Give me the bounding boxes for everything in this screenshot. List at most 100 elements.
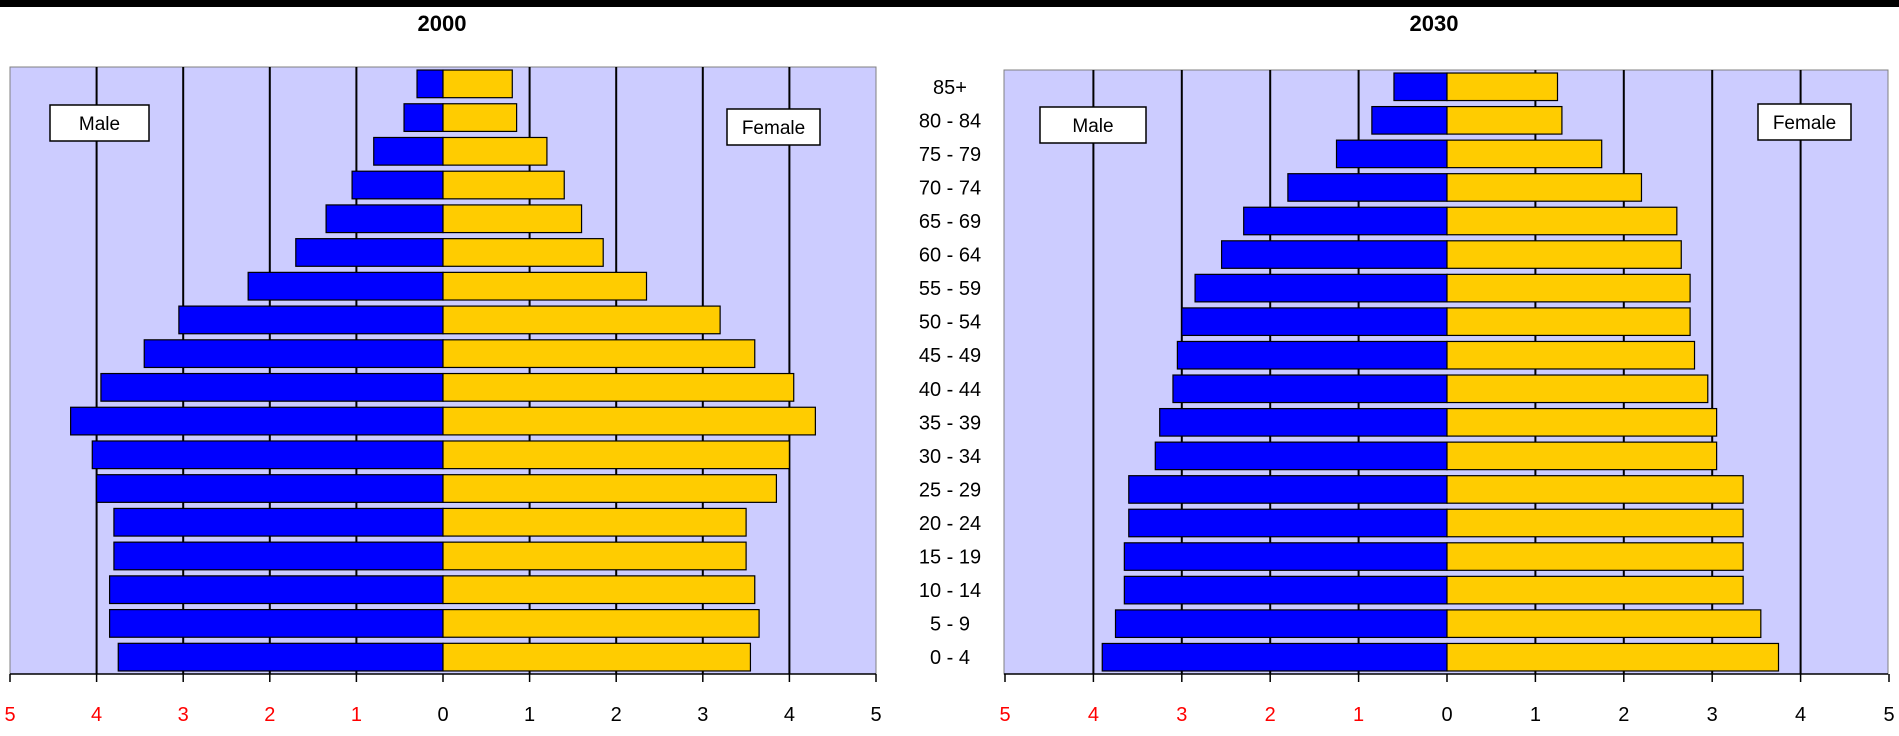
- bar-male-2030: [1181, 307, 1448, 337]
- bar-male-2000: [416, 69, 444, 99]
- bar-male-2030: [1176, 340, 1448, 370]
- bar-female-2000: [442, 136, 548, 166]
- x-tick-label-right-2000: 0: [437, 704, 448, 726]
- bar-female-2000: [442, 339, 756, 369]
- x-tick-label-left-2000: 5: [4, 704, 15, 726]
- bar-female-2030: [1446, 441, 1718, 471]
- x-tick-label-right-2030: 4: [1795, 704, 1806, 726]
- bar-male-2000: [373, 136, 444, 166]
- bar-female-2000: [442, 103, 518, 133]
- bar-female-2030: [1446, 407, 1718, 437]
- category-label: 35 - 39: [919, 412, 981, 434]
- bar-male-2030: [1128, 475, 1448, 504]
- category-label: 30 - 34: [919, 446, 981, 468]
- bar-male-2030: [1194, 273, 1448, 303]
- bar-female-2000: [442, 170, 565, 200]
- category-label: 70 - 74: [919, 177, 981, 199]
- category-label: 15 - 19: [919, 547, 981, 569]
- x-tick-label-left-2030: 3: [1176, 704, 1187, 726]
- bar-female-2000: [442, 305, 721, 335]
- bar-male-2030: [1220, 240, 1448, 269]
- category-label: 10 - 14: [919, 580, 981, 602]
- category-label: 50 - 54: [919, 312, 981, 334]
- bar-female-2030: [1446, 374, 1709, 404]
- category-label: 25 - 29: [919, 479, 981, 501]
- x-tick-label-right-2030: 2: [1618, 704, 1629, 726]
- bar-female-2030: [1446, 609, 1762, 639]
- legend-box-male-2030: [1039, 106, 1147, 144]
- bar-male-2030: [1393, 72, 1448, 102]
- bar-male-2030: [1123, 575, 1448, 605]
- x-tick-label-left-2030: 4: [1088, 704, 1099, 726]
- bar-male-2030: [1371, 105, 1448, 135]
- category-label: 20 - 24: [919, 513, 981, 535]
- bar-male-2030: [1287, 173, 1448, 202]
- legend-box-female-2030: [1757, 103, 1852, 141]
- bar-female-2030: [1446, 240, 1682, 269]
- x-tick-label-right-2030: 3: [1707, 704, 1718, 726]
- bar-female-2030: [1446, 307, 1691, 337]
- bar-male-2000: [403, 103, 444, 133]
- bar-female-2030: [1446, 206, 1678, 236]
- bar-male-2000: [143, 339, 444, 369]
- x-tick-label-right-2000: 3: [697, 704, 708, 726]
- bar-female-2000: [442, 608, 760, 638]
- x-tick-label-right-2030: 5: [1883, 704, 1894, 726]
- bar-male-2000: [247, 271, 444, 301]
- bar-female-2030: [1446, 475, 1744, 504]
- bar-female-2030: [1446, 542, 1744, 571]
- chart-title-2000: 2000: [418, 11, 467, 36]
- bar-female-2000: [442, 474, 778, 503]
- category-label: 40 - 44: [919, 379, 981, 401]
- category-label: 45 - 49: [919, 345, 981, 367]
- bar-male-2000: [108, 608, 444, 638]
- bar-male-2030: [1114, 609, 1448, 639]
- bar-female-2000: [442, 204, 583, 234]
- bar-female-2000: [442, 69, 513, 99]
- x-tick-label-left-2030: 1: [1353, 704, 1364, 726]
- category-label: 60 - 64: [919, 245, 981, 267]
- bar-male-2000: [70, 406, 444, 436]
- bar-male-2030: [1101, 642, 1448, 672]
- plot-area-2000: [9, 66, 877, 675]
- plot-area-2030: [1003, 69, 1889, 675]
- x-tick-label-right-2030: 0: [1441, 704, 1452, 726]
- bar-female-2000: [442, 406, 816, 436]
- bar-male-2030: [1172, 374, 1448, 404]
- bar-male-2030: [1154, 441, 1448, 471]
- bar-female-2000: [442, 541, 747, 571]
- category-label: 5 - 9: [930, 614, 970, 636]
- bar-female-2030: [1446, 575, 1744, 605]
- bar-female-2000: [442, 440, 790, 470]
- x-tick-label-left-2030: 5: [999, 704, 1010, 726]
- category-label: 75 - 79: [919, 144, 981, 166]
- category-label: 65 - 69: [919, 211, 981, 233]
- bar-female-2000: [442, 238, 604, 267]
- bar-female-2030: [1446, 72, 1559, 102]
- category-label: 80 - 84: [919, 110, 981, 132]
- category-label: 55 - 59: [919, 278, 981, 300]
- bar-female-2030: [1446, 273, 1691, 303]
- x-tick-label-right-2030: 1: [1530, 704, 1541, 726]
- x-tick-label-left-2000: 2: [264, 704, 275, 726]
- bar-male-2000: [178, 305, 444, 335]
- x-tick-label-right-2000: 2: [611, 704, 622, 726]
- bar-female-2000: [442, 642, 752, 672]
- category-label: 85+: [933, 77, 967, 99]
- bar-female-2000: [442, 271, 648, 301]
- bar-female-2000: [442, 372, 795, 402]
- category-label: 0 - 4: [930, 647, 970, 669]
- bar-male-2000: [113, 507, 444, 537]
- x-tick-label-left-2030: 2: [1265, 704, 1276, 726]
- legend-label-male-2030: Male: [1072, 116, 1113, 137]
- x-tick-label-left-2000: 1: [351, 704, 362, 726]
- bar-female-2000: [442, 507, 747, 537]
- legend-label-female-2030: Female: [1773, 113, 1836, 134]
- bar-male-2000: [108, 575, 444, 605]
- bar-male-2000: [295, 238, 444, 267]
- x-tick-label-left-2000: 4: [91, 704, 102, 726]
- legend-box-female-2000: [726, 108, 821, 146]
- bar-male-2000: [100, 372, 444, 402]
- legend-label-male-2000: Male: [79, 114, 120, 135]
